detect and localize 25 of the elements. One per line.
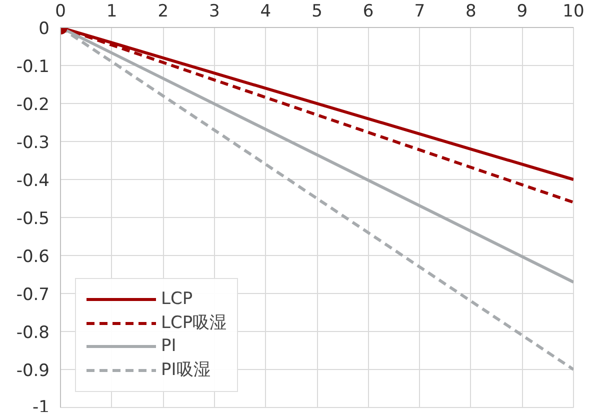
y-tick-label: -0.7 <box>16 285 50 305</box>
legend-label: LCP吸湿 <box>161 312 227 334</box>
y-tick-label: -0.1 <box>16 57 50 77</box>
y-tick-label: -0.9 <box>16 361 50 381</box>
x-tick-label: 5 <box>312 2 322 22</box>
x-tick-label: 10 <box>562 2 584 22</box>
y-tick-label: -0.8 <box>16 323 50 343</box>
x-tick-label: 9 <box>516 2 528 22</box>
legend-label: LCP <box>161 289 193 309</box>
y-tick-label: -0.3 <box>16 133 50 153</box>
x-tick-label: 0 <box>55 2 66 22</box>
x-tick-label: 3 <box>208 2 220 22</box>
x-tick-label: 8 <box>465 2 476 22</box>
y-tick-label: -0.4 <box>16 171 50 191</box>
x-tick-label: 6 <box>362 2 374 22</box>
y-tick-label: -0.5 <box>16 209 50 229</box>
y-tick-label: 0 <box>38 19 50 39</box>
x-tick-label: 1 <box>106 2 118 22</box>
x-tick-label: 2 <box>158 2 169 22</box>
legend-label: PI <box>161 336 178 356</box>
legend-label: PI吸湿 <box>161 359 210 381</box>
y-tick-label: -0.6 <box>16 247 50 267</box>
y-tick-label: -0.2 <box>16 95 50 115</box>
x-tick-label: 4 <box>260 2 272 22</box>
x-tick-label: 7 <box>414 2 426 22</box>
